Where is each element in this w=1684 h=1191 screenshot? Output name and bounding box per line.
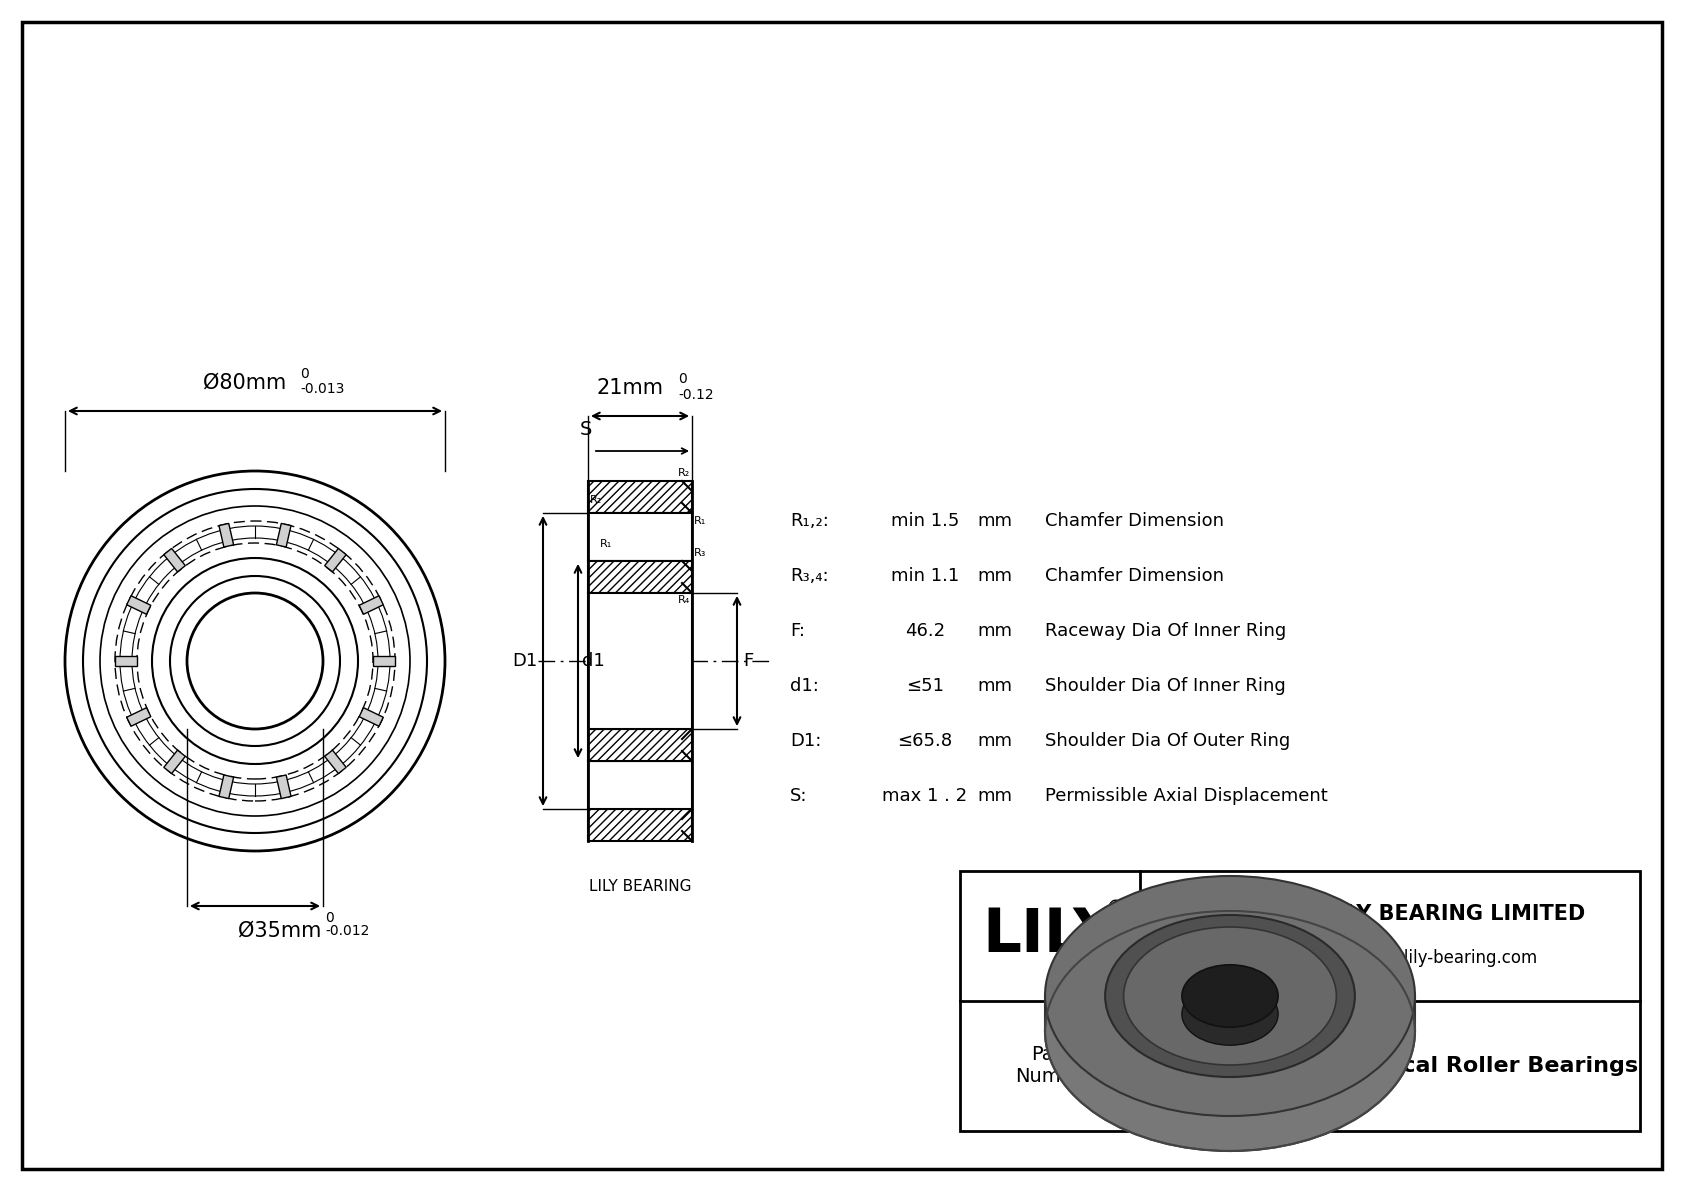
Bar [588,809,692,841]
Bar [276,523,291,547]
Bar [276,775,291,799]
Text: min 1.5: min 1.5 [891,512,960,530]
Bar [219,523,234,547]
Bar [588,561,692,593]
Text: mm: mm [977,512,1012,530]
Text: mm: mm [977,567,1012,585]
Text: min 1.1: min 1.1 [891,567,960,585]
Text: Chamfer Dimension: Chamfer Dimension [1046,512,1224,530]
Text: R₂: R₂ [677,468,690,478]
Text: mm: mm [977,676,1012,696]
Ellipse shape [1182,983,1278,1046]
Bar [359,596,384,615]
Text: F:: F: [790,622,805,640]
Text: Raceway Dia Of Inner Ring: Raceway Dia Of Inner Ring [1046,622,1287,640]
Text: F: F [743,651,753,671]
Bar [325,750,347,774]
Bar [588,481,692,513]
Text: 21mm: 21mm [596,378,663,398]
Text: S: S [579,420,593,439]
Ellipse shape [1046,911,1415,1151]
Text: max 1 . 2: max 1 . 2 [882,787,968,805]
Text: mm: mm [977,622,1012,640]
Text: R₃: R₃ [694,548,706,559]
Text: ≤65.8: ≤65.8 [898,732,953,750]
Text: 0: 0 [325,911,333,925]
Text: Part
Numbe: Part Numbe [1015,1046,1084,1086]
Text: SHANGHAI LILY BEARING LIMITED: SHANGHAI LILY BEARING LIMITED [1194,904,1586,924]
Text: mm: mm [977,732,1012,750]
Text: -0.12: -0.12 [679,388,714,403]
Text: R₄: R₄ [677,596,690,605]
Ellipse shape [1123,927,1337,1065]
Ellipse shape [1182,965,1278,1027]
Text: -0.013: -0.013 [300,382,344,395]
Text: LILY: LILY [982,906,1118,966]
Bar [359,707,384,727]
Bar [163,750,185,774]
Text: R₁: R₁ [694,516,706,526]
Bar [325,548,347,572]
Bar [588,513,692,561]
Text: R₂: R₂ [589,495,603,505]
Text: D1: D1 [512,651,537,671]
Text: Ø35mm: Ø35mm [239,921,322,941]
Text: ≤51: ≤51 [906,676,945,696]
Text: R₁,₂:: R₁,₂: [790,512,829,530]
Text: Chamfer Dimension: Chamfer Dimension [1046,567,1224,585]
Bar [588,761,692,809]
Text: d1: d1 [583,651,605,671]
Text: Shoulder Dia Of Outer Ring: Shoulder Dia Of Outer Ring [1046,732,1290,750]
Bar [126,707,152,727]
Text: 46.2: 46.2 [904,622,945,640]
Text: S:: S: [790,787,808,805]
Text: NJ 307 ECPH Cylindrical Roller Bearings: NJ 307 ECPH Cylindrical Roller Bearings [1142,1056,1637,1075]
Text: D1:: D1: [790,732,822,750]
Bar [960,871,1640,1131]
Text: -0.012: -0.012 [325,924,369,939]
Bar [588,729,692,761]
Text: 0: 0 [679,372,687,386]
Text: Email: lilybearing@lily-bearing.com: Email: lilybearing@lily-bearing.com [1243,949,1537,967]
Text: LILY BEARING: LILY BEARING [589,879,690,894]
Text: Shoulder Dia Of Inner Ring: Shoulder Dia Of Inner Ring [1046,676,1287,696]
Ellipse shape [1046,877,1415,1116]
Text: ®: ® [1105,898,1125,917]
Bar [126,596,152,615]
Text: R₃,₄:: R₃,₄: [790,567,829,585]
Text: Permissible Axial Displacement: Permissible Axial Displacement [1046,787,1327,805]
Text: mm: mm [977,787,1012,805]
Ellipse shape [1105,915,1356,1077]
Bar [115,656,136,666]
Text: 0: 0 [300,367,308,381]
Bar [163,548,185,572]
Text: Ø80mm: Ø80mm [204,373,286,393]
Bar [219,775,234,799]
Text: R₁: R₁ [600,540,611,549]
Bar [372,656,396,666]
Text: d1:: d1: [790,676,818,696]
Bar [588,593,692,729]
